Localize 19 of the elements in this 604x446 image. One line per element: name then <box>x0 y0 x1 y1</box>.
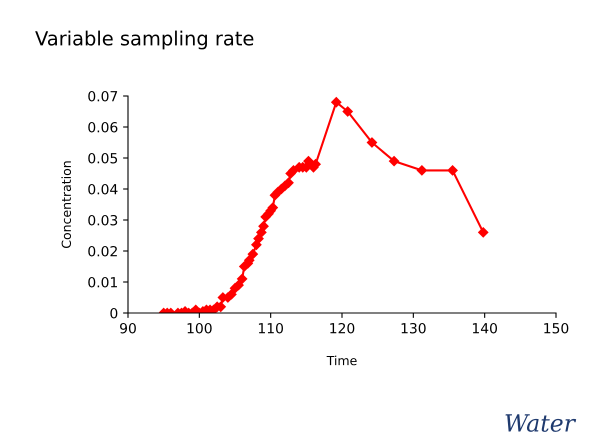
y-tick-label: 0.07 <box>88 90 118 102</box>
chart-title: Variable sampling rate <box>35 30 254 50</box>
y-tick-label: 0.04 <box>88 184 118 194</box>
x-tick-label: 110 <box>258 322 283 334</box>
y-tick-label: 0.02 <box>88 246 117 256</box>
y-axis-title: Concentration <box>61 161 72 248</box>
y-tick-label: 0.05 <box>88 152 118 164</box>
x-tick-label: 130 <box>402 322 426 334</box>
x-axis-title: Time <box>326 356 357 366</box>
x-tick-label: 100 <box>188 322 212 334</box>
y-tick-label: 0.03 <box>88 214 118 226</box>
x-tick-label: 140 <box>472 322 497 334</box>
y-tick-label: 0.06 <box>88 122 118 132</box>
x-tick-label: 150 <box>544 322 568 334</box>
text: Water <box>506 414 576 432</box>
y-tick-label: 0 <box>110 308 118 318</box>
y-tick-label: 0.01 <box>88 276 117 288</box>
x-tick-label: 90 <box>120 322 136 334</box>
x-tick-label: 120 <box>330 322 354 334</box>
